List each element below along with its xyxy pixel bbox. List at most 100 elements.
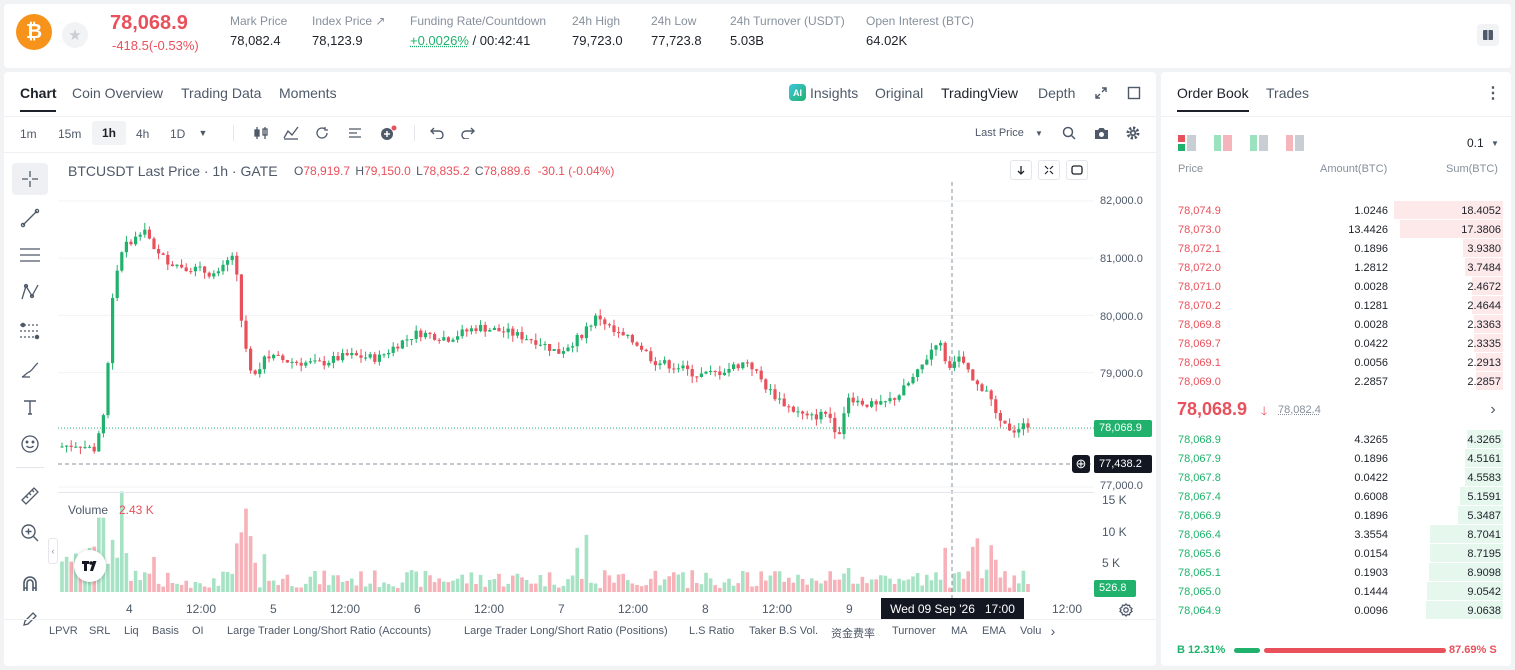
indicator-taker-bs-vol[interactable]: Taker B.S Vol. [749, 625, 819, 637]
bid-row[interactable]: 78,066.4 3.3554 8.7041 [1177, 525, 1503, 544]
magnet-icon[interactable] [12, 568, 48, 600]
trend-line-tool-icon[interactable] [12, 202, 48, 234]
ask-row[interactable]: 78,074.9 1.0246 18.4052 [1177, 201, 1503, 220]
indicator-large-trader-accounts[interactable]: Large Trader Long/Short Ratio (Accounts) [227, 625, 432, 637]
timeframe-15m[interactable]: 15m [58, 127, 82, 141]
timeframe-1h[interactable]: 1h [92, 121, 126, 145]
tab-original[interactable]: Original [875, 85, 924, 101]
collapse-arrows-icon[interactable] [1038, 160, 1060, 180]
stat-index-price[interactable]: Index Price ↗ 78,123.9 [312, 14, 385, 48]
view-asks-icon[interactable] [1286, 135, 1304, 154]
view-both-icon[interactable] [1178, 135, 1196, 154]
ask-row[interactable]: 78,071.0 0.0028 2.4672 [1177, 277, 1503, 296]
ask-row[interactable]: 78,069.7 0.0422 2.3335 [1177, 334, 1503, 353]
tab-depth[interactable]: Depth [1038, 85, 1076, 101]
indicator-basis[interactable]: Basis [152, 625, 179, 637]
tab-insights[interactable]: Insights [810, 85, 859, 101]
search-icon[interactable] [1060, 124, 1078, 142]
candlestick-chart[interactable] [58, 180, 1094, 600]
alerts-list-icon[interactable] [346, 124, 364, 142]
window-icon[interactable] [1125, 84, 1143, 102]
bid-row[interactable]: 78,068.9 4.3265 4.3265 [1177, 430, 1503, 449]
timeframe-1m[interactable]: 1m [20, 127, 37, 141]
bid-row[interactable]: 78,067.9 0.1896 4.5161 [1177, 449, 1503, 468]
precision-select[interactable]: 0.1 [1467, 136, 1484, 150]
more-vertical-icon[interactable]: ⋮ [1485, 85, 1501, 102]
indicator-funding-rate[interactable]: 资金费率 [831, 628, 875, 640]
view-asks-bids-icon[interactable] [1214, 135, 1232, 154]
tradingview-logo-icon[interactable] [74, 550, 106, 582]
pattern-tool-icon[interactable] [12, 276, 48, 308]
bid-row[interactable]: 78,067.4 0.6008 5.1591 [1177, 487, 1503, 506]
crosshair-tool-icon[interactable] [12, 163, 48, 195]
indicator-ema[interactable]: EMA [982, 625, 1006, 637]
ai-insights-icon[interactable]: AI [789, 84, 806, 101]
timeframe-1d[interactable]: 1D [170, 127, 186, 141]
book-icon[interactable] [1477, 24, 1499, 46]
bid-row[interactable]: 78,066.9 0.1896 5.3487 [1177, 506, 1503, 525]
chevron-down-icon[interactable]: ▼ [198, 128, 208, 138]
add-alert-plus-icon[interactable]: ⊕ [1072, 455, 1090, 473]
tab-trades[interactable]: Trades [1266, 85, 1310, 101]
camera-icon[interactable] [1092, 124, 1110, 142]
ask-row[interactable]: 78,072.1 0.1896 3.9380 [1177, 239, 1503, 258]
chevron-right-icon[interactable]: › [1050, 623, 1056, 639]
chevron-right-icon[interactable]: › [1490, 401, 1496, 418]
fib-tool-icon[interactable] [12, 315, 48, 347]
tab-tradingview[interactable]: TradingView [941, 85, 1019, 101]
ask-row[interactable]: 78,072.0 1.2812 3.7484 [1177, 258, 1503, 277]
chevron-down-icon[interactable]: ▼ [1491, 138, 1499, 148]
timeframe-4h[interactable]: 4h [136, 127, 150, 141]
maximize-pane-icon[interactable] [1066, 160, 1088, 180]
tab-order-book[interactable]: Order Book [1177, 85, 1249, 101]
ask-row[interactable]: 78,069.8 0.0028 2.3363 [1177, 315, 1503, 334]
pencil-lock-icon[interactable] [12, 606, 48, 632]
tab-chart[interactable]: Chart [20, 85, 57, 101]
chart-settings-gear-icon[interactable] [1117, 601, 1135, 619]
indicator-oi[interactable]: OI [192, 625, 204, 637]
expand-icon[interactable] [1092, 84, 1110, 102]
emoji-tool-icon[interactable] [12, 428, 48, 460]
chevron-down-icon[interactable]: ▼ [1035, 128, 1043, 138]
text-tool-icon[interactable] [12, 391, 48, 423]
brush-tool-icon[interactable] [12, 354, 48, 386]
collapse-toolbar-button[interactable]: ‹ [48, 538, 58, 564]
redo-icon[interactable] [459, 124, 477, 142]
indicator-ma[interactable]: MA [951, 625, 968, 637]
indicator-turnover[interactable]: Turnover [892, 625, 936, 637]
bid-row[interactable]: 78,065.6 0.0154 8.7195 [1177, 544, 1503, 563]
replay-icon[interactable] [313, 124, 331, 142]
indicator-ls-ratio[interactable]: L.S Ratio [689, 625, 735, 637]
indicator-volume[interactable]: Volu [1020, 625, 1042, 637]
ask-row[interactable]: 78,069.1 0.0056 2.2913 [1177, 353, 1503, 372]
bid-row[interactable]: 78,067.8 0.0422 4.5583 [1177, 468, 1503, 487]
price-type-select[interactable]: Last Price [975, 127, 1024, 139]
ask-row[interactable]: 78,073.0 13.4426 17.3806 [1177, 220, 1503, 239]
candle-body [437, 339, 441, 341]
gear-icon[interactable] [1124, 124, 1142, 142]
view-bids-icon[interactable] [1250, 135, 1268, 154]
indicators-icon[interactable] [282, 124, 300, 142]
bid-row[interactable]: 78,065.1 0.1903 8.9098 [1177, 563, 1503, 582]
tab-moments[interactable]: Moments [279, 85, 337, 101]
candles-icon[interactable] [252, 124, 270, 142]
bid-row[interactable]: 78,064.9 0.0096 9.0638 [1177, 601, 1503, 620]
indicator-large-trader-positions[interactable]: Large Trader Long/Short Ratio (Positions… [464, 625, 668, 637]
ask-row[interactable]: 78,070.2 0.1281 2.4644 [1177, 296, 1503, 315]
undo-icon[interactable] [428, 124, 446, 142]
add-indicator-icon[interactable] [378, 123, 398, 143]
horizontal-lines-tool-icon[interactable] [12, 239, 48, 271]
indicator-lpvr[interactable]: LPVR [49, 625, 78, 637]
indicator-srl[interactable]: SRL [89, 625, 111, 637]
ask-row[interactable]: 78,069.0 2.2857 2.2857 [1177, 372, 1503, 391]
arrow-down-icon[interactable] [1010, 160, 1032, 180]
volume-bar [639, 586, 644, 592]
funding-rate-value[interactable]: +0.0026% [410, 33, 469, 48]
ruler-tool-icon[interactable] [12, 480, 48, 512]
zoom-in-icon[interactable] [12, 517, 48, 549]
tab-coin-overview[interactable]: Coin Overview [72, 85, 164, 101]
bid-row[interactable]: 78,065.0 0.1444 9.0542 [1177, 582, 1503, 601]
favorite-star-icon[interactable]: ★ [62, 22, 88, 48]
tab-trading-data[interactable]: Trading Data [181, 85, 262, 101]
indicator-liq[interactable]: Liq [124, 625, 139, 637]
